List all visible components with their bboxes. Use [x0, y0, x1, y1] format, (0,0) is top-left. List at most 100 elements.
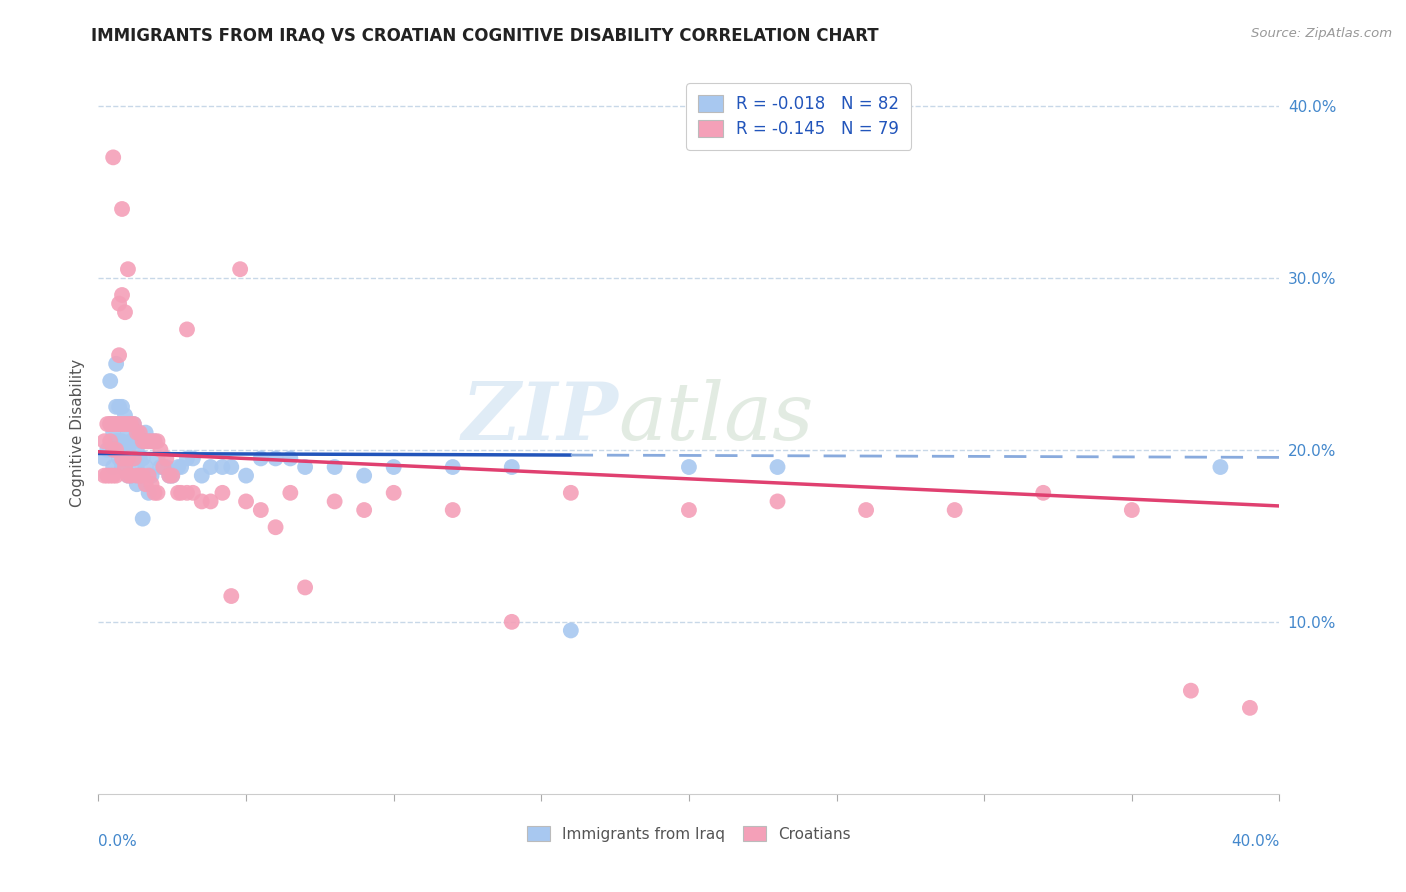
Point: [93, 451, 115, 466]
Point: [353, 503, 375, 517]
Point: [103, 425, 125, 440]
Point: [111, 434, 134, 449]
Point: [294, 581, 316, 595]
Text: atlas: atlas: [619, 379, 814, 457]
Point: [105, 357, 128, 371]
Point: [108, 434, 131, 449]
Point: [111, 417, 134, 431]
Point: [441, 460, 464, 475]
Point: [111, 288, 134, 302]
Point: [221, 589, 243, 603]
Point: [678, 503, 700, 517]
Point: [117, 442, 139, 457]
Point: [162, 468, 183, 483]
Point: [132, 434, 155, 449]
Point: [146, 485, 169, 500]
Point: [294, 460, 316, 475]
Point: [120, 451, 142, 466]
Point: [221, 460, 243, 475]
Text: Source: ZipAtlas.com: Source: ZipAtlas.com: [1251, 27, 1392, 40]
Point: [382, 460, 405, 475]
Point: [157, 468, 180, 483]
Point: [141, 434, 163, 449]
Point: [323, 494, 346, 508]
Point: [108, 451, 131, 466]
Point: [120, 417, 142, 431]
Point: [128, 451, 150, 466]
Point: [152, 460, 174, 475]
Point: [441, 503, 464, 517]
Point: [501, 460, 523, 475]
Point: [105, 434, 128, 449]
Point: [152, 460, 174, 475]
Point: [105, 417, 128, 431]
Point: [120, 468, 142, 483]
Point: [353, 468, 375, 483]
Point: [1239, 701, 1261, 715]
Point: [108, 296, 131, 310]
Point: [229, 262, 252, 277]
Point: [122, 417, 145, 431]
Point: [157, 468, 180, 483]
Point: [117, 451, 139, 466]
Point: [114, 460, 136, 475]
Point: [135, 425, 157, 440]
Point: [125, 477, 148, 491]
Point: [98, 374, 121, 388]
Point: [96, 417, 118, 431]
Point: [176, 485, 198, 500]
Point: [155, 451, 177, 466]
Point: [117, 417, 139, 431]
Point: [114, 417, 136, 431]
Point: [501, 615, 523, 629]
Point: [108, 348, 131, 362]
Point: [167, 485, 190, 500]
Point: [122, 417, 145, 431]
Point: [146, 434, 169, 449]
Point: [323, 460, 346, 475]
Point: [149, 442, 172, 457]
Point: [191, 494, 214, 508]
Point: [135, 434, 157, 449]
Point: [105, 417, 128, 431]
Point: [211, 485, 233, 500]
Point: [149, 460, 172, 475]
Point: [103, 417, 125, 431]
Point: [111, 442, 134, 457]
Point: [114, 442, 136, 457]
Point: [125, 425, 148, 440]
Point: [111, 202, 134, 216]
Point: [96, 442, 118, 457]
Point: [143, 434, 166, 449]
Point: [560, 624, 582, 638]
Point: [120, 468, 142, 483]
Point: [128, 425, 150, 440]
Point: [125, 425, 148, 440]
Point: [280, 485, 302, 500]
Point: [125, 460, 148, 475]
Y-axis label: Cognitive Disability: Cognitive Disability: [69, 359, 84, 507]
Point: [105, 400, 128, 414]
Point: [114, 417, 136, 431]
Point: [766, 460, 789, 475]
Point: [280, 451, 302, 466]
Point: [93, 468, 115, 483]
Point: [766, 494, 789, 508]
Text: 0.0%: 0.0%: [98, 834, 138, 848]
Point: [98, 417, 121, 431]
Point: [117, 417, 139, 431]
Point: [117, 468, 139, 483]
Point: [264, 520, 287, 534]
Point: [146, 451, 169, 466]
Point: [1180, 683, 1202, 698]
Point: [141, 468, 163, 483]
Point: [200, 494, 222, 508]
Point: [138, 485, 160, 500]
Point: [143, 434, 166, 449]
Point: [170, 485, 193, 500]
Point: [103, 442, 125, 457]
Point: [181, 451, 204, 466]
Point: [103, 468, 125, 483]
Point: [114, 460, 136, 475]
Point: [122, 451, 145, 466]
